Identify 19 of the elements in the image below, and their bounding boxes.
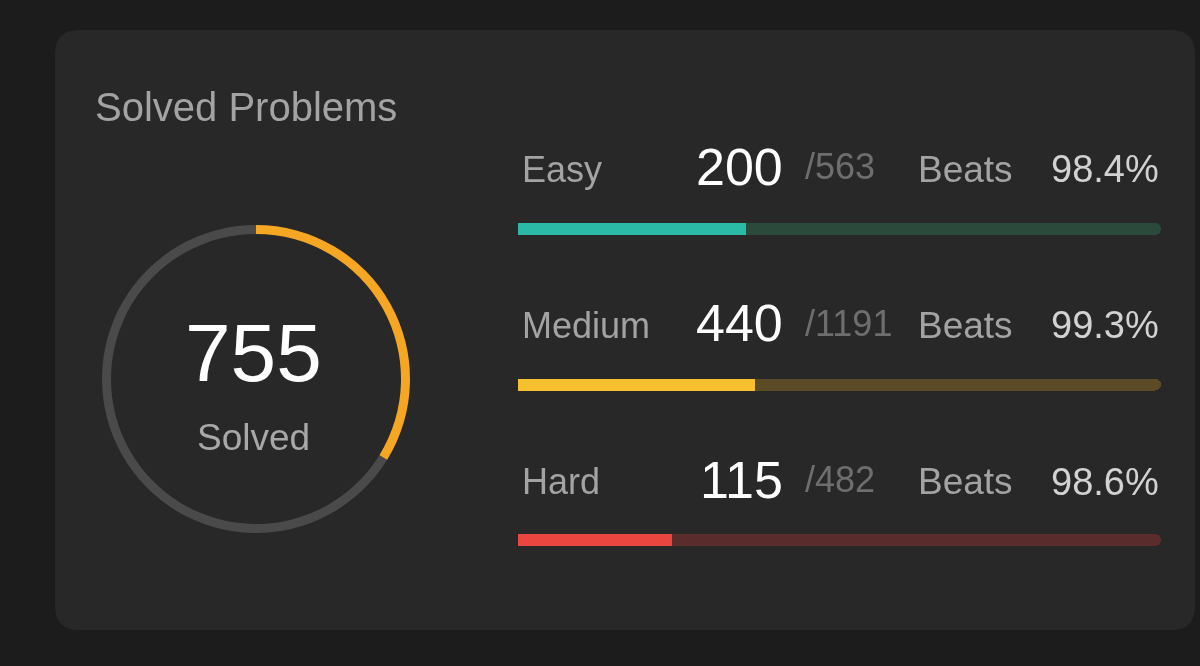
- annotation: 99.3%: [1051, 304, 1159, 346]
- annotation: 115: [700, 451, 783, 509]
- annotation: /1191: [805, 303, 893, 344]
- annotation: Beats: [918, 149, 1013, 190]
- annotation: 98.6%: [1051, 461, 1159, 503]
- annotation: /482: [805, 459, 876, 500]
- y-tick-label: Hard: [522, 461, 601, 502]
- annotation: Beats: [918, 305, 1013, 346]
- annotation: 440: [696, 294, 783, 352]
- y-tick-label: Easy: [522, 149, 603, 190]
- chart-title: Solved Problems: [95, 85, 398, 129]
- annotation: Beats: [918, 461, 1013, 502]
- annotation: /563: [805, 146, 876, 187]
- y-tick-label: Medium: [522, 305, 651, 346]
- text: 755: [185, 307, 322, 398]
- annotation: 200: [696, 138, 783, 196]
- annotation: 98.4%: [1051, 148, 1159, 190]
- text: Solved: [197, 417, 311, 458]
- donut-slice: [102, 225, 388, 533]
